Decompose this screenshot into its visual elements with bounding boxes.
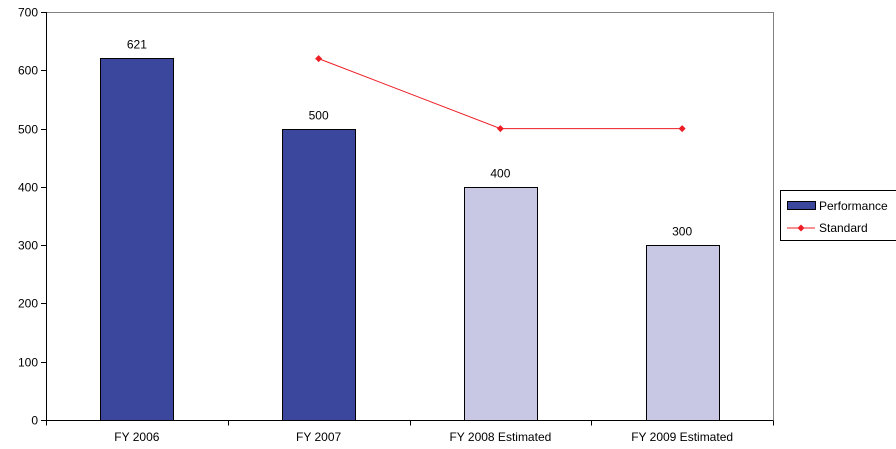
x-tick-label: FY 2008 Estimated	[449, 430, 551, 444]
y-tick-label: 300	[18, 239, 38, 253]
data-labels: 621 500 400 300	[127, 38, 693, 239]
bar-data-label: 300	[672, 225, 692, 239]
standard-point	[678, 125, 686, 133]
x-tick-label: FY 2007	[296, 430, 341, 444]
y-tick-label: 100	[18, 356, 38, 370]
bar-series	[100, 58, 720, 421]
standard-point	[315, 55, 323, 63]
x-tick-label: FY 2006	[114, 430, 159, 444]
y-tick-label: 0	[31, 414, 38, 428]
bar-data-label: 400	[490, 167, 510, 181]
line-series	[315, 55, 686, 133]
y-tick-label: 500	[18, 123, 38, 137]
bar-data-label: 500	[309, 109, 329, 123]
x-axis: FY 2006 FY 2007 FY 2008 Estimated FY 2009 E…	[46, 420, 774, 444]
bar	[646, 245, 720, 421]
bar	[282, 129, 356, 421]
standard-point	[496, 125, 504, 133]
bar-data-label: 621	[127, 38, 147, 52]
x-tick-label: FY 2009 Estimated	[631, 430, 733, 444]
y-axis: 0 100 200 300 400 500 600 700	[18, 6, 47, 428]
legend: Performance Standard	[780, 190, 896, 241]
y-tick-label: 400	[18, 181, 38, 195]
legend-box	[780, 190, 896, 241]
legend-label-standard: Standard	[819, 221, 868, 235]
y-tick-label: 200	[18, 297, 38, 311]
legend-swatch-performance	[787, 201, 816, 210]
bar	[100, 58, 174, 421]
y-tick-label: 700	[18, 6, 38, 20]
y-tick-label: 600	[18, 64, 38, 78]
legend-marker-standard	[797, 224, 805, 232]
legend-label-performance: Performance	[819, 199, 888, 213]
bar	[464, 187, 538, 421]
